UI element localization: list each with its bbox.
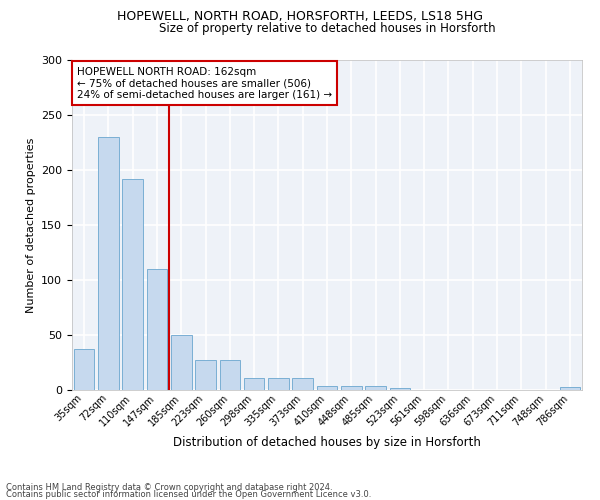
- Bar: [171, 335, 191, 390]
- Bar: [292, 378, 313, 390]
- Bar: [122, 179, 143, 390]
- Text: Contains HM Land Registry data © Crown copyright and database right 2024.: Contains HM Land Registry data © Crown c…: [6, 484, 332, 492]
- X-axis label: Distribution of detached houses by size in Horsforth: Distribution of detached houses by size …: [173, 436, 481, 449]
- Bar: [244, 378, 265, 390]
- Bar: [389, 388, 410, 390]
- Bar: [560, 386, 580, 390]
- Bar: [268, 378, 289, 390]
- Bar: [74, 350, 94, 390]
- Text: HOPEWELL NORTH ROAD: 162sqm
← 75% of detached houses are smaller (506)
24% of se: HOPEWELL NORTH ROAD: 162sqm ← 75% of det…: [77, 66, 332, 100]
- Bar: [365, 386, 386, 390]
- Y-axis label: Number of detached properties: Number of detached properties: [26, 138, 35, 312]
- Text: HOPEWELL, NORTH ROAD, HORSFORTH, LEEDS, LS18 5HG: HOPEWELL, NORTH ROAD, HORSFORTH, LEEDS, …: [117, 10, 483, 23]
- Bar: [317, 386, 337, 390]
- Bar: [195, 360, 216, 390]
- Bar: [220, 360, 240, 390]
- Bar: [146, 269, 167, 390]
- Bar: [98, 137, 119, 390]
- Bar: [341, 386, 362, 390]
- Title: Size of property relative to detached houses in Horsforth: Size of property relative to detached ho…: [158, 22, 496, 35]
- Text: Contains public sector information licensed under the Open Government Licence v3: Contains public sector information licen…: [6, 490, 371, 499]
